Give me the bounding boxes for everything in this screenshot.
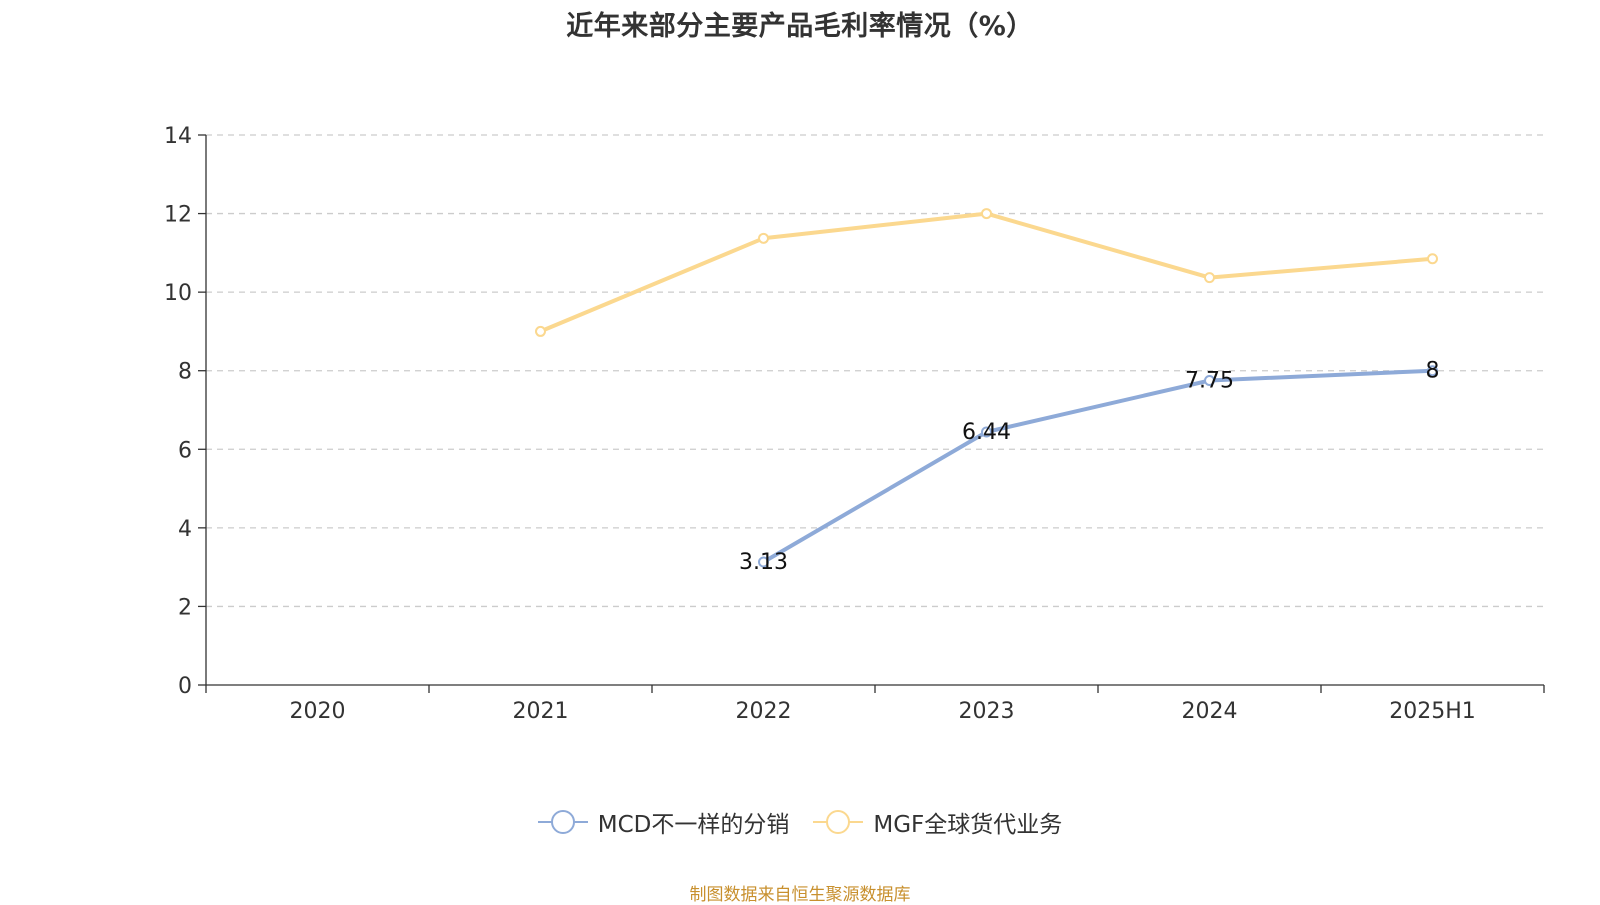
- data-label: 7.75: [1185, 369, 1234, 394]
- y-tick-label: 0: [178, 674, 192, 699]
- series-line-0: [761, 368, 1435, 564]
- legend-item-mgf[interactable]: MGF全球货代业务: [813, 805, 1062, 839]
- x-tick-label: 2021: [513, 699, 569, 724]
- chart-title: 近年来部分主要产品毛利率情况（%）: [566, 11, 1034, 42]
- data-label: 3.13: [739, 550, 788, 575]
- grid-lines: [206, 134, 1544, 608]
- data-labels: 3.13 6.44 7.75 8: [739, 359, 1439, 575]
- data-point[interactable]: [758, 556, 769, 568]
- y-tick-label: 6: [178, 438, 192, 463]
- axes: 0 2 4 6 8 10 12 14 2020 2021 2022 2023 2024 2025H1: [164, 124, 1545, 724]
- series-lines: [535, 208, 1438, 568]
- legend-label-mgf: MGF全球货代业务: [873, 812, 1063, 838]
- data-label: 8: [1426, 359, 1440, 384]
- y-tick-label: 4: [178, 517, 192, 542]
- legend: MCD不一样的分销 MGF全球货代业务: [0, 805, 1600, 839]
- legend-item-mcd[interactable]: MCD不一样的分销: [537, 805, 790, 839]
- y-tick-label: 8: [178, 360, 192, 385]
- data-point[interactable]: [1204, 272, 1215, 284]
- series-line-1: [538, 211, 1435, 334]
- data-point[interactable]: [535, 325, 546, 337]
- data-label: 6.44: [962, 420, 1011, 445]
- legend-label-mcd: MCD不一样的分销: [597, 812, 790, 838]
- x-tick-label: 2024: [1182, 699, 1238, 724]
- x-tick-label: 2025H1: [1389, 699, 1476, 724]
- data-point[interactable]: [1427, 365, 1438, 377]
- legend-marker-mcd-icon: [537, 810, 588, 834]
- y-tick-label: 14: [164, 124, 192, 149]
- data-point[interactable]: [981, 426, 992, 438]
- x-tick-label: 2022: [736, 699, 792, 724]
- data-point[interactable]: [758, 232, 769, 244]
- x-tick-label: 2023: [959, 699, 1015, 724]
- data-point[interactable]: [981, 208, 992, 220]
- y-tick-label: 12: [164, 203, 192, 228]
- data-point[interactable]: [1204, 375, 1215, 387]
- source-note: 制图数据来自恒生聚源数据库: [689, 885, 911, 905]
- legend-marker-mgf-icon: [813, 810, 864, 834]
- y-tick-label: 2: [178, 595, 192, 620]
- y-tick-label: 10: [164, 281, 192, 306]
- x-tick-label: 2020: [290, 699, 346, 724]
- data-point[interactable]: [1427, 253, 1438, 265]
